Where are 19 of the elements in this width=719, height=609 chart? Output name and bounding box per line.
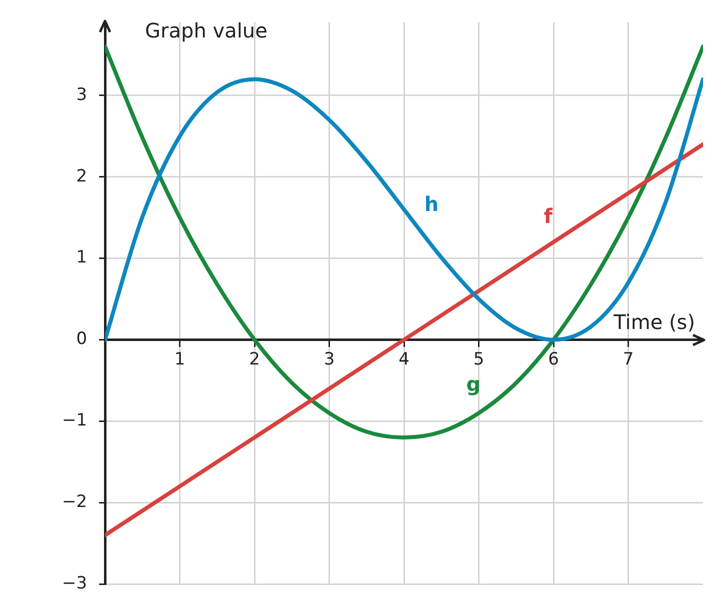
y-axis-title: Graph value xyxy=(145,18,268,42)
series-label: g xyxy=(466,372,481,396)
y-tick-label: −2 xyxy=(62,492,88,512)
x-axis-title: Time (s) xyxy=(612,310,695,334)
series-label: f xyxy=(544,204,553,228)
y-tick-label: 1 xyxy=(76,248,88,268)
x-tick-label: 2 xyxy=(249,349,260,370)
y-tick-label: −3 xyxy=(62,573,88,594)
y-tick-label: 0 xyxy=(76,329,88,350)
y-tick-label: −1 xyxy=(62,410,88,431)
x-tick-label: 5 xyxy=(473,349,484,370)
x-tick-label: 4 xyxy=(398,349,410,370)
x-tick-label: 7 xyxy=(622,349,634,370)
series-label: h xyxy=(424,192,439,216)
x-tick-label: 3 xyxy=(324,349,335,370)
x-tick-label: 1 xyxy=(174,349,186,370)
y-tick-label: 2 xyxy=(76,166,88,186)
y-tick-label: 3 xyxy=(76,84,88,105)
x-tick-label: 6 xyxy=(548,349,559,370)
